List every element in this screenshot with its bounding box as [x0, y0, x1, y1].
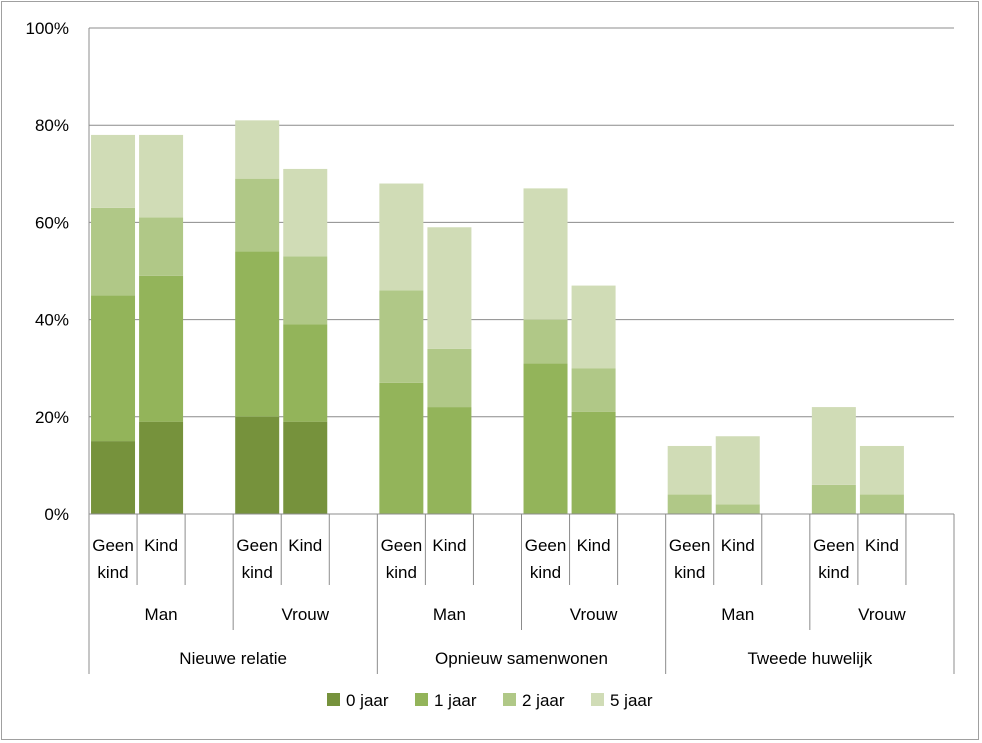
x-tick-label: Kind [865, 536, 899, 555]
legend-swatch [415, 693, 428, 706]
legend-label: 1 jaar [434, 691, 477, 710]
x-tick-label: Geen [669, 536, 711, 555]
x-tick-label: Geen [525, 536, 567, 555]
bar-segment [235, 251, 280, 417]
bar-segment [667, 445, 712, 495]
bar-segment [571, 368, 616, 412]
bars [91, 120, 904, 514]
x-sex-label: Man [721, 605, 754, 624]
bar-segment [667, 494, 712, 514]
bar-segment [715, 504, 760, 514]
bar-segment [715, 436, 760, 505]
bar-segment [139, 275, 184, 422]
x-tick-label: Kind [721, 536, 755, 555]
x-tick-label: Kind [432, 536, 466, 555]
x-tick-label: kind [530, 563, 561, 582]
x-sex-label: Man [145, 605, 178, 624]
bar-segment [235, 416, 280, 514]
x-tick-label: Geen [92, 536, 134, 555]
legend-swatch [503, 693, 516, 706]
x-axis: Geen kind Kind Man Geen kind Kind Vrouw Nieuwe r… [88, 513, 955, 674]
legend-label: 0 jaar [346, 691, 389, 710]
x-tick-label: Kind [577, 536, 611, 555]
bar-segment [571, 285, 616, 369]
bar-segment [283, 168, 328, 257]
legend-label: 5 jaar [610, 691, 653, 710]
bar-segment [379, 183, 424, 291]
bar-segment [427, 407, 472, 514]
bar-segment [523, 188, 568, 320]
legend: 0 jaar 1 jaar 2 jaar 5 jaar [327, 691, 653, 710]
bar-segment [859, 494, 904, 514]
x-tick-label: Geen [813, 536, 855, 555]
bar-segment [811, 484, 856, 514]
y-tick-label: 80% [35, 116, 69, 135]
legend-swatch [327, 693, 340, 706]
bar-segment [235, 178, 280, 252]
bar-segment [427, 348, 472, 408]
x-group-label: Nieuwe relatie [179, 649, 287, 668]
x-group-label: Tweede huwelijk [747, 649, 872, 668]
x-tick-label: kind [818, 563, 849, 582]
bar-segment [91, 295, 136, 442]
y-tick-label: 20% [35, 408, 69, 427]
bar-segment [283, 421, 328, 514]
bar-segment [523, 319, 568, 364]
x-sex-label: Vrouw [858, 605, 906, 624]
bar-segment [427, 227, 472, 349]
y-tick-label: 100% [26, 19, 69, 38]
bar-segment [571, 411, 616, 514]
bar-segment [283, 256, 328, 325]
x-sex-label: Vrouw [281, 605, 329, 624]
y-tick-label: 60% [35, 213, 69, 232]
x-sex-label: Man [433, 605, 466, 624]
bar-segment [139, 421, 184, 514]
y-tick-label: 0% [44, 505, 69, 524]
x-group-label: Opnieuw samenwonen [435, 649, 608, 668]
bar-segment [283, 324, 328, 422]
bar-segment [811, 407, 856, 485]
y-tick-label: 40% [35, 311, 69, 330]
x-tick-label: Geen [236, 536, 278, 555]
x-tick-label: kind [674, 563, 705, 582]
y-axis: 0% 20% 40% 60% 80% 100% [26, 19, 90, 524]
bar-segment [91, 441, 136, 514]
bar-segment [139, 134, 184, 218]
bar-segment [235, 120, 280, 179]
x-sex-label: Vrouw [570, 605, 618, 624]
bar-segment [91, 207, 136, 296]
bar-segment [379, 382, 424, 514]
bar-segment [859, 445, 904, 495]
bar-segment [91, 134, 136, 208]
bar-segment [379, 290, 424, 383]
x-tick-label: kind [242, 563, 273, 582]
bar-segment [523, 363, 568, 514]
legend-label: 2 jaar [522, 691, 565, 710]
bar-segment [139, 217, 184, 276]
x-tick-label: kind [97, 563, 128, 582]
legend-swatch [591, 693, 604, 706]
x-tick-label: kind [386, 563, 417, 582]
x-tick-label: Kind [288, 536, 322, 555]
x-tick-label: Geen [381, 536, 423, 555]
x-tick-label: Kind [144, 536, 178, 555]
